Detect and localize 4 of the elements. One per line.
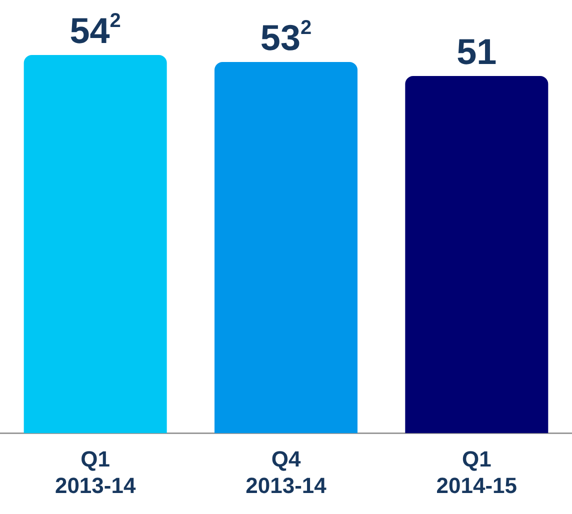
x-tick-label: Q4 2013-14 (246, 446, 328, 498)
x-tick-label: Q1 2013-14 (54, 446, 136, 498)
x-tick-label: Q1 2014-15 (436, 446, 518, 498)
data-label: 51 (456, 31, 497, 72)
